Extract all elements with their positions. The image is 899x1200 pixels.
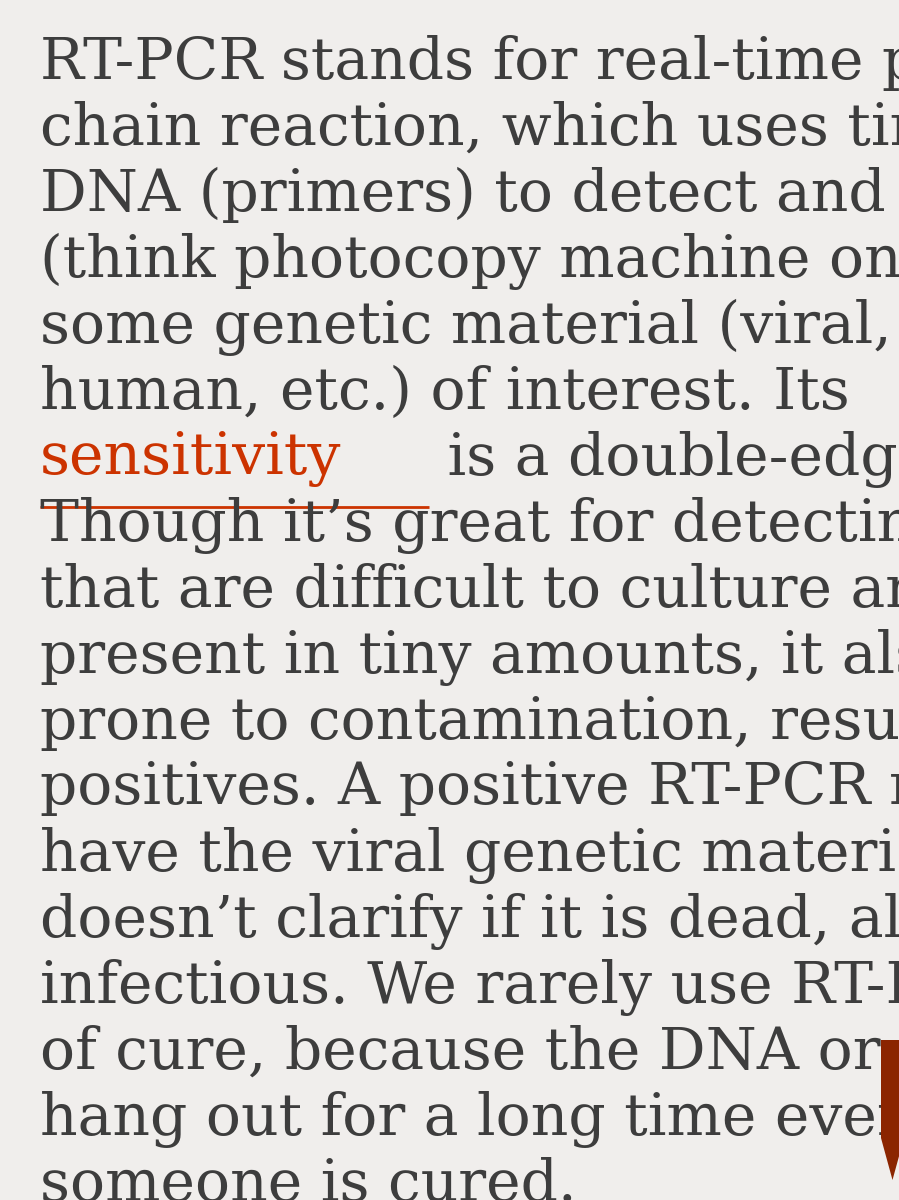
Text: some genetic material (viral, bacterial,: some genetic material (viral, bacterial,	[40, 299, 899, 356]
Text: prone to contamination, resulting in false: prone to contamination, resulting in fal…	[40, 695, 899, 752]
Text: chain reaction, which uses tiny pieces of: chain reaction, which uses tiny pieces o…	[40, 101, 899, 158]
Text: of cure, because the DNA or RNA can: of cure, because the DNA or RNA can	[40, 1025, 899, 1081]
Text: RT-PCR stands for real-time polymerase: RT-PCR stands for real-time polymerase	[40, 35, 899, 92]
Text: have the viral genetic material, but it: have the viral genetic material, but it	[40, 827, 899, 884]
Text: positives. A positive RT-PCR means you: positives. A positive RT-PCR means you	[40, 761, 899, 817]
Text: Though it’s great for detecting organisms: Though it’s great for detecting organism…	[40, 497, 899, 554]
Text: human, etc.) of interest. Its: human, etc.) of interest. Its	[40, 365, 868, 421]
Text: infectious. We rarely use RT-PCR as a test: infectious. We rarely use RT-PCR as a te…	[40, 959, 899, 1016]
Text: is a double-edged sword:: is a double-edged sword:	[429, 431, 899, 488]
Text: that are difficult to culture and are: that are difficult to culture and are	[40, 563, 899, 619]
Text: (think photocopy machine on steroids): (think photocopy machine on steroids)	[40, 233, 899, 290]
Text: present in tiny amounts, it also makes it: present in tiny amounts, it also makes i…	[40, 629, 899, 686]
Polygon shape	[881, 1040, 899, 1180]
Text: DNA (primers) to detect and amplify: DNA (primers) to detect and amplify	[40, 167, 899, 224]
Text: hang out for a long time even after: hang out for a long time even after	[40, 1091, 899, 1148]
Text: sensitivity: sensitivity	[40, 431, 342, 487]
Text: someone is cured.: someone is cured.	[40, 1157, 576, 1200]
Text: doesn’t clarify if it is dead, alive, or: doesn’t clarify if it is dead, alive, or	[40, 893, 899, 950]
